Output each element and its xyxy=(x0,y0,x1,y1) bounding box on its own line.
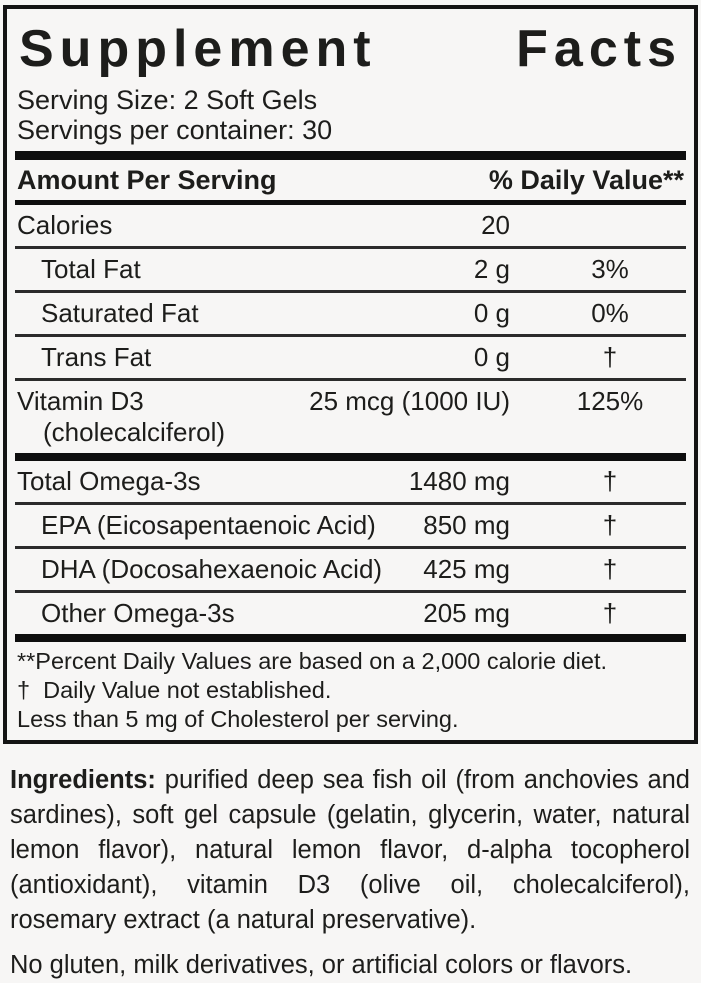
nutrient-name: Other Omega-3s xyxy=(41,598,235,628)
ingredients-label: Ingredients: xyxy=(10,766,156,794)
separator-bar-hairline xyxy=(15,378,686,381)
footnote-daily-values: **Percent Daily Values are based on a 2,… xyxy=(17,648,608,674)
nutrient-name: Vitamin D3 xyxy=(17,386,144,416)
ingredients-text: purified deep sea fish oil (from anchovi… xyxy=(10,766,690,934)
nutrient-name: Total Omega-3s xyxy=(17,466,201,496)
serving-size: Serving Size: 2 Soft Gels xyxy=(17,85,318,115)
separator-bar-hairline xyxy=(15,546,686,549)
nutrient-row: Total Fat 2 g 3% xyxy=(15,249,686,290)
nutrient-amount: 205 mg xyxy=(423,598,510,628)
footnote-dagger: † Daily Value not established. xyxy=(17,677,332,703)
separator-bar-thick xyxy=(15,151,686,160)
nutrient-amount: 0 g xyxy=(473,298,510,328)
nutrient-row: Saturated Fat 0 g 0% xyxy=(15,293,686,334)
servings-per-container: Servings per container: 30 xyxy=(17,115,333,145)
separator-bar-thick xyxy=(15,634,686,642)
nutrient-daily-value: 3% xyxy=(591,254,629,284)
separator-bar-thick xyxy=(15,453,686,461)
footnote-cholesterol: Less than 5 mg of Cholesterol per servin… xyxy=(17,706,459,732)
ingredients-paragraph: Ingredients: purified deep sea fish oil … xyxy=(10,763,690,938)
panel-title: Supplement Facts xyxy=(19,17,682,81)
nutrient-amount: 2 g xyxy=(473,254,510,284)
allergen-note: No gluten, milk derivatives, or artifici… xyxy=(10,951,633,979)
nutrient-amount: 0 g xyxy=(473,342,510,372)
nutrient-row: Vitamin D3 25 mcg (1000 IU) 125% (cholecalc… xyxy=(15,381,686,453)
nutrient-row: Calories 20 xyxy=(15,205,686,246)
nutrient-row: DHA (Docosahexaenoic Acid) 425 mg † xyxy=(15,549,686,590)
nutrient-amount: 25 mcg (1000 IU) xyxy=(309,386,510,416)
nutrient-daily-value: 0% xyxy=(591,298,629,328)
daily-value-header: % Daily Value** xyxy=(488,165,684,195)
separator-bar-hairline xyxy=(15,246,686,249)
nutrient-daily-value: † xyxy=(602,598,618,628)
nutrient-amount: 425 mg xyxy=(423,554,510,584)
nutrient-row: Total Omega-3s 1480 mg † xyxy=(15,461,686,502)
nutrient-daily-value: † xyxy=(602,466,618,496)
separator-bar-hairline xyxy=(15,590,686,593)
panel-title-word-2: Facts xyxy=(516,20,682,78)
separator-bar-medium xyxy=(15,200,686,205)
nutrient-daily-value: † xyxy=(602,342,618,372)
nutrient-row: EPA (Eicosapentaenoic Acid) 850 mg † xyxy=(15,505,686,546)
nutrient-name: DHA (Docosahexaenoic Acid) xyxy=(41,554,383,584)
column-header-row: Amount Per Serving % Daily Value** xyxy=(15,160,686,200)
nutrient-rows: Calories 20 Total Fat 2 g 3% Saturated Fat 0 g… xyxy=(15,205,686,642)
nutrient-amount: 20 xyxy=(481,210,510,240)
nutrient-row: Trans Fat 0 g † xyxy=(15,337,686,378)
nutrient-name: EPA (Eicosapentaenoic Acid) xyxy=(41,510,376,540)
nutrient-daily-value: † xyxy=(602,554,618,584)
nutrient-name: Total Fat xyxy=(41,254,141,284)
separator-bar-hairline xyxy=(15,502,686,505)
supplement-facts-panel: Supplement Facts Serving Size: 2 Soft Ge… xyxy=(3,5,698,744)
amount-per-serving-header: Amount Per Serving xyxy=(17,165,277,195)
panel-title-word-1: Supplement xyxy=(19,20,377,78)
footnotes: **Percent Daily Values are based on a 2,… xyxy=(15,642,686,738)
separator-bar-hairline xyxy=(15,334,686,337)
nutrient-name: Saturated Fat xyxy=(41,298,199,328)
nutrient-name-line2: (cholecalciferol) xyxy=(43,417,226,447)
nutrient-amount: 1480 mg xyxy=(408,466,510,496)
nutrient-daily-value: 125% xyxy=(576,386,644,416)
nutrient-row: Other Omega-3s 205 mg † xyxy=(15,593,686,634)
nutrient-name: Trans Fat xyxy=(41,342,152,372)
below-panel-text: Ingredients: purified deep sea fish oil … xyxy=(10,763,690,983)
nutrient-name: Calories xyxy=(17,210,113,240)
nutrient-amount: 850 mg xyxy=(423,510,510,540)
nutrient-daily-value: † xyxy=(602,510,618,540)
separator-bar-hairline xyxy=(15,290,686,293)
